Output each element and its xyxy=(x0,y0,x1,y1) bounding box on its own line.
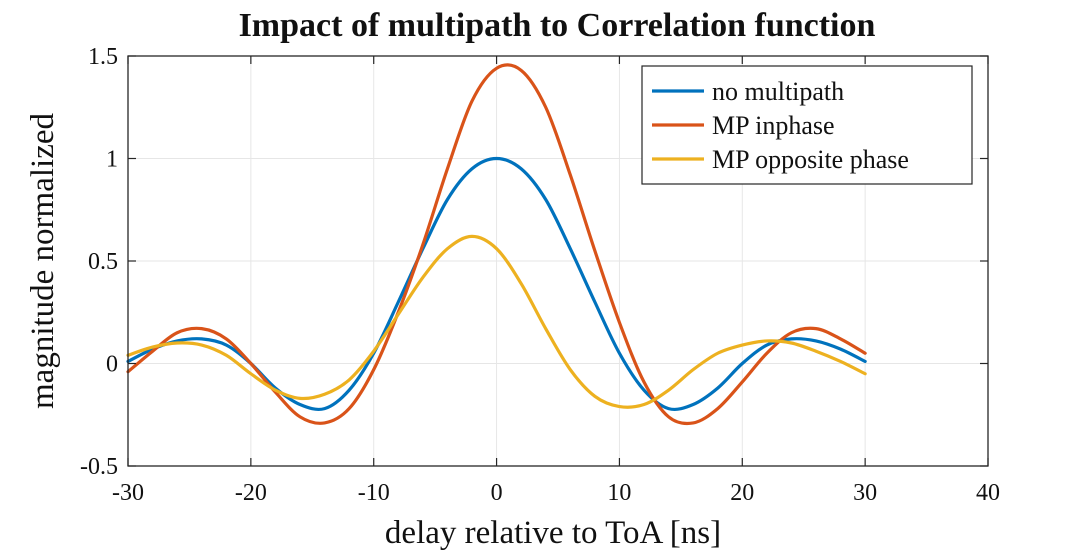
series-lines xyxy=(126,63,867,426)
y-axis-label: magnitude normalized xyxy=(25,113,61,409)
y-tick-label: 0.5 xyxy=(88,249,118,275)
y-tick-label: 1 xyxy=(106,147,118,173)
x-tick-label: -10 xyxy=(358,480,390,506)
x-tick-label: -30 xyxy=(112,480,144,506)
x-tick-label: 40 xyxy=(976,480,1000,506)
x-tick-label: 20 xyxy=(730,480,754,506)
series-line-mp-inphase xyxy=(126,63,867,426)
x-tick-label: 10 xyxy=(607,480,631,506)
chart-title: Impact of multipath to Correlation funct… xyxy=(239,7,876,44)
legend-label-no-multipath: no multipath xyxy=(712,77,844,106)
axis-ticks: -30 -20 -10 0 10 20 30 40 -0.5 0 0.5 1 1.5 xyxy=(80,44,1000,506)
x-tick-label: -20 xyxy=(235,480,267,506)
y-tick-label: 1.5 xyxy=(88,44,118,70)
x-tick-label: 30 xyxy=(853,480,877,506)
legend: no multipath MP inphase MP opposite phase xyxy=(641,65,973,185)
legend-label-mp-opposite-phase: MP opposite phase xyxy=(712,145,909,174)
x-tick-label: 0 xyxy=(491,480,503,506)
legend-label-mp-inphase: MP inphase xyxy=(712,111,835,140)
series-line-mp-opposite-phase xyxy=(126,234,867,409)
x-axis-label: delay relative to ToA [ns] xyxy=(385,515,721,551)
y-tick-label: 0 xyxy=(106,352,118,378)
y-tick-label: -0.5 xyxy=(80,454,118,480)
